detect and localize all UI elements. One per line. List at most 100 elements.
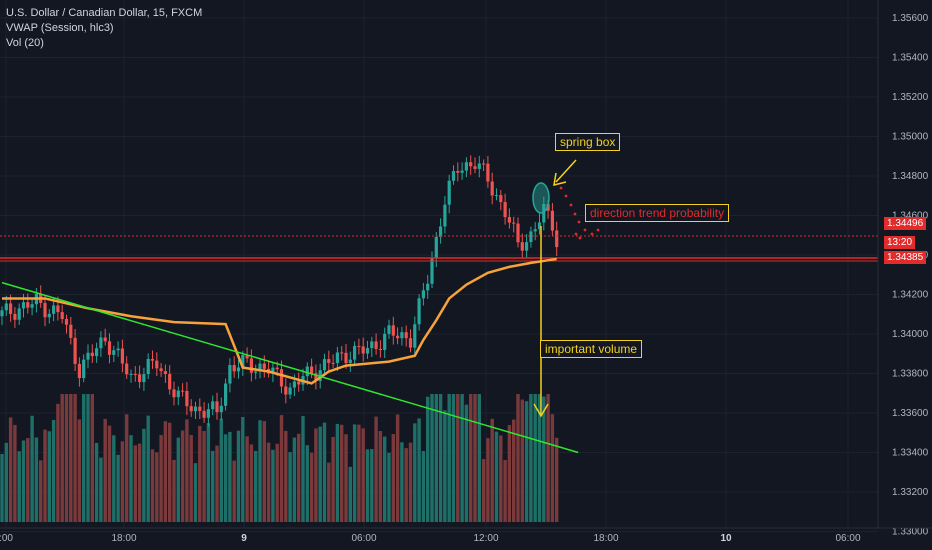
volume-bar — [318, 426, 322, 522]
volume-bar — [447, 394, 451, 522]
level-price-tag: 1.34385 — [884, 251, 927, 264]
volume-bar — [206, 423, 211, 522]
direction-dot — [573, 212, 577, 216]
volume-bar — [245, 436, 249, 522]
direction-dot — [569, 203, 573, 207]
direction-dot — [577, 220, 581, 224]
volume-bar — [438, 394, 443, 522]
volume-bar — [172, 459, 176, 522]
candle-body — [430, 258, 434, 284]
volume-bar — [146, 415, 150, 522]
candle-body — [0, 310, 4, 317]
price-axis[interactable]: 1.35600 1.35400 1.35200 1.35000 1.34800 1.346… — [877, 0, 932, 550]
candle-body — [525, 242, 529, 251]
candle-body — [64, 318, 69, 325]
volume-bar — [168, 422, 172, 522]
direction-dot — [596, 228, 600, 232]
candle-body — [185, 391, 189, 407]
volume-bar — [30, 415, 34, 522]
volume-bar — [112, 435, 116, 522]
candle-body — [202, 410, 206, 418]
spring-box-label[interactable]: spring box — [555, 133, 621, 151]
volume-bar — [125, 414, 129, 522]
volume-bar — [275, 443, 279, 522]
candle-body — [408, 338, 413, 348]
volume-bar — [8, 417, 13, 522]
spring-ellipse — [532, 182, 550, 214]
volume-bar — [116, 454, 120, 522]
candle-body — [322, 359, 327, 371]
candle-body — [387, 325, 391, 334]
candle-body — [262, 363, 266, 369]
volume-bar — [486, 438, 490, 522]
volume-bar — [120, 441, 125, 522]
candle-body — [116, 348, 120, 351]
candle-body — [125, 363, 129, 375]
price-tick-label: 1.33800 — [892, 369, 929, 380]
volume-bar — [481, 459, 486, 522]
time-axis[interactable]: :00 18:00 9 06:00 12:00 18:00 10 06:00 — [0, 527, 932, 544]
volume-bar — [322, 422, 327, 522]
candle-body — [120, 348, 124, 364]
candle-body — [361, 346, 365, 354]
legend-vol[interactable]: Vol (20) — [6, 37, 44, 49]
candle-body — [284, 386, 288, 395]
candle-body — [193, 406, 198, 412]
volume-bar — [4, 442, 8, 522]
direction-trend-label[interactable]: direction trend probability — [585, 204, 730, 222]
volume-bar — [94, 442, 99, 522]
candle-body — [486, 163, 490, 182]
candle-body — [4, 303, 8, 311]
volume-bar — [357, 424, 361, 522]
volume-bar — [469, 394, 473, 522]
volume-bar — [103, 418, 107, 522]
price-tick-label: 1.33600 — [892, 408, 929, 419]
volume-bar — [361, 428, 365, 522]
candle-body — [17, 308, 21, 320]
volume-bar — [39, 460, 43, 522]
volume-bar — [499, 435, 503, 522]
candle-body — [90, 352, 94, 357]
horizontal-levels — [0, 235, 878, 262]
candle-body — [494, 195, 499, 197]
volume-arrowhead — [533, 403, 549, 418]
important-volume-label[interactable]: important volume — [540, 340, 643, 358]
volume-bar — [73, 394, 77, 522]
spring-arrow — [555, 159, 577, 183]
candle-body — [168, 373, 172, 390]
price-tick-label: 1.34600 — [892, 211, 929, 222]
volume-bar — [0, 454, 4, 522]
volume-bar — [348, 466, 352, 522]
volume-bar — [413, 423, 417, 522]
volume-bar — [503, 460, 507, 522]
candle-body — [353, 345, 357, 360]
candle-body — [172, 389, 176, 398]
candle-body — [73, 337, 77, 364]
volume-bar — [211, 450, 215, 522]
time-tick-label: 06:00 — [835, 533, 860, 544]
trend-line — [1, 281, 579, 454]
volume-bar — [202, 430, 206, 522]
candle-body — [460, 170, 464, 173]
volume-bar — [189, 434, 193, 522]
candle-body — [228, 365, 232, 384]
candle-body — [305, 366, 309, 377]
candle-body — [413, 324, 417, 348]
volume-bar — [546, 394, 550, 522]
volume-bar — [99, 457, 103, 522]
candle-body — [357, 345, 361, 347]
candle-body — [378, 348, 382, 350]
time-tick-label: 9 — [241, 533, 247, 544]
volume-bar — [249, 444, 254, 522]
volume-bar — [241, 416, 245, 522]
volume-bar — [408, 442, 413, 522]
legend-vwap[interactable]: VWAP (Session, hlc3) — [6, 22, 114, 34]
volume-bar — [451, 394, 456, 522]
volume-bar — [56, 403, 60, 522]
legend-symbol[interactable]: U.S. Dollar / Canadian Dollar, 15, FXCM — [6, 7, 203, 19]
volume-bar — [494, 431, 499, 522]
candle-body — [69, 324, 73, 338]
candle-body — [473, 166, 477, 169]
candle-body — [56, 305, 60, 313]
